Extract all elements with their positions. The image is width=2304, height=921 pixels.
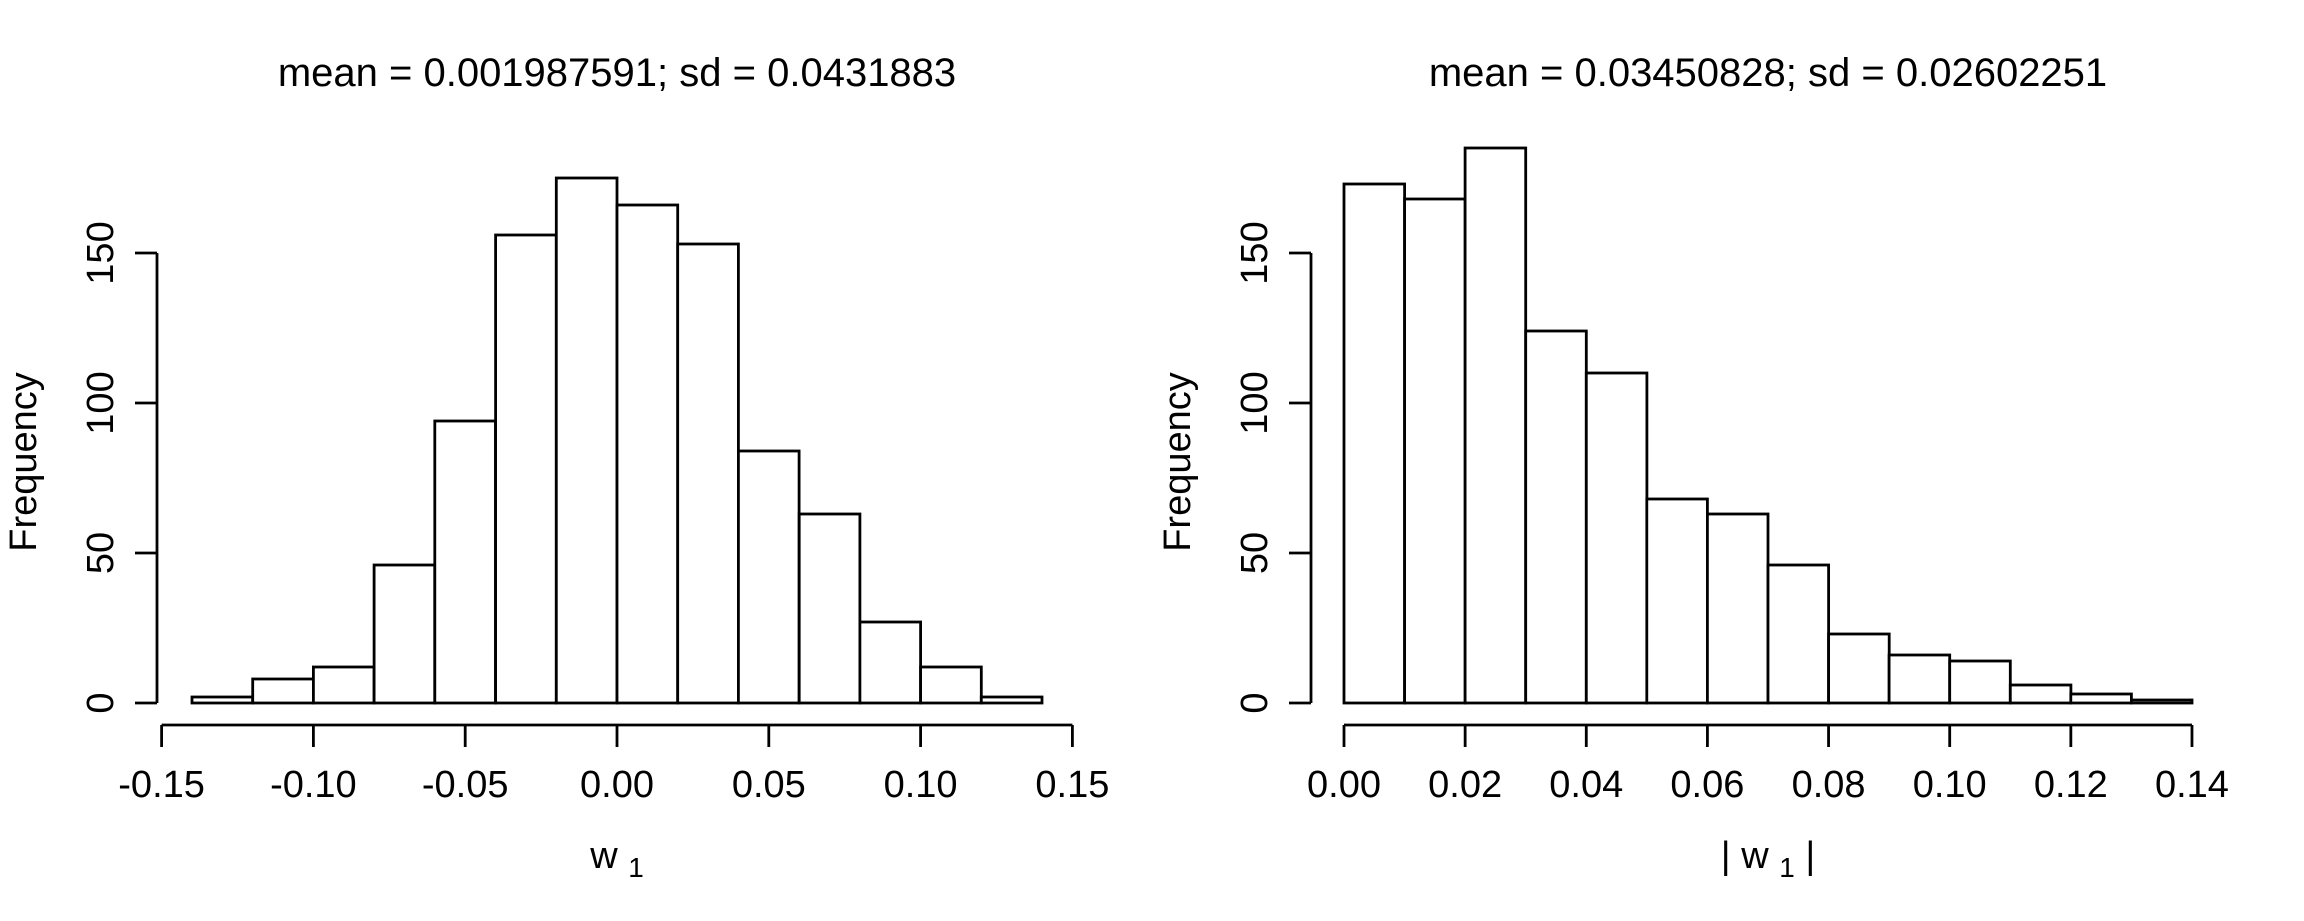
x-tick-label: 0.04 bbox=[1549, 764, 1623, 806]
histogram-bar bbox=[1887, 653, 1952, 705]
x-tick-label: 0.00 bbox=[1307, 764, 1381, 806]
x-tick-label: 0.10 bbox=[884, 764, 958, 806]
histogram-bar bbox=[2069, 692, 2133, 705]
y-axis-title: Frequency bbox=[1157, 372, 1199, 552]
histogram-bar bbox=[919, 665, 983, 705]
plot-title: mean = 0.001987591; sd = 0.0431883 bbox=[278, 51, 956, 95]
x-tick-label: -0.05 bbox=[422, 764, 509, 806]
histogram-bar bbox=[1827, 632, 1891, 705]
x-axis-title: w 1 bbox=[589, 835, 644, 883]
x-tick-label: -0.15 bbox=[118, 764, 205, 806]
histogram-bar bbox=[372, 563, 437, 705]
plot-area: 0 50 100 150 0.00 0.02 0.04 0.06 0.08 0.10 0.12 0.1… bbox=[1234, 146, 2229, 806]
y-tick-label: 100 bbox=[1234, 371, 1276, 434]
y-tick-label: 50 bbox=[80, 532, 122, 574]
y-tick-label: 150 bbox=[1234, 221, 1276, 284]
x-tick-label: 0.15 bbox=[1035, 764, 1109, 806]
y-tick-label: 0 bbox=[1234, 692, 1276, 713]
histogram-bar bbox=[1706, 512, 1770, 705]
y-axis-title: Frequency bbox=[3, 372, 45, 552]
histogram-bar bbox=[797, 512, 862, 705]
histogram-bar bbox=[1463, 146, 1528, 705]
x-tick-label: 0.00 bbox=[580, 764, 654, 806]
x-tick-label: 0.06 bbox=[1670, 764, 1744, 806]
x-tick-label: 0.14 bbox=[2155, 764, 2229, 806]
x-axis-title-sub: 1 bbox=[1779, 852, 1795, 883]
histogram-bar bbox=[2008, 683, 2073, 705]
histogram-bar bbox=[433, 419, 497, 705]
y-tick-label: 50 bbox=[1234, 532, 1276, 574]
x-tick-label: 0.05 bbox=[732, 764, 806, 806]
x-tick-label: 0.02 bbox=[1428, 764, 1502, 806]
histogram-bar bbox=[737, 449, 801, 705]
x-tick-label: -0.10 bbox=[270, 764, 357, 806]
histogram-bar bbox=[1403, 197, 1467, 705]
histogram-bar bbox=[1766, 563, 1830, 705]
x-axis-title: | w 1 | bbox=[1721, 835, 1815, 886]
histogram-bar bbox=[494, 233, 558, 705]
histogram-bar bbox=[1584, 371, 1649, 705]
histogram-bar bbox=[615, 203, 680, 705]
histogram-bar bbox=[311, 665, 376, 705]
x-tick-label: 0.12 bbox=[2034, 764, 2108, 806]
x-axis-title-post: | bbox=[1805, 835, 1815, 877]
histogram-bar bbox=[1342, 182, 1406, 705]
histogram-bar bbox=[676, 242, 740, 705]
histogram-bar bbox=[1524, 329, 1588, 705]
histogram-panel-right: mean = 0.03450828; sd = 0.02602251 Frequ… bbox=[1157, 51, 2229, 886]
x-axis-title-base: w bbox=[1740, 835, 1769, 877]
histogram-bar bbox=[190, 695, 255, 705]
x-axis-title-base: w bbox=[589, 835, 618, 877]
histogram-bar bbox=[1645, 497, 1709, 705]
histogram-panel-left: mean = 0.001987591; sd = 0.0431883 Frequ… bbox=[3, 51, 1109, 883]
x-tick-label: 0.08 bbox=[1792, 764, 1866, 806]
y-tick-label: 100 bbox=[80, 371, 122, 434]
x-tick-label: 0.10 bbox=[1913, 764, 1987, 806]
plot-area: 0 50 100 150 -0.15 -0.10 -0.05 0.00 0.05 0.10 0.15 bbox=[80, 176, 1109, 806]
histogram-bar bbox=[979, 695, 1044, 705]
x-axis-title-pre: | bbox=[1721, 835, 1731, 877]
x-axis-title-sub: 1 bbox=[628, 852, 644, 883]
y-tick-label: 0 bbox=[80, 692, 122, 713]
histogram-bar bbox=[554, 176, 619, 705]
histogram-bar bbox=[251, 677, 315, 705]
y-tick-label: 150 bbox=[80, 221, 122, 284]
plot-title: mean = 0.03450828; sd = 0.02602251 bbox=[1429, 51, 2107, 95]
histogram-bar bbox=[2129, 698, 2194, 705]
histogram-bar bbox=[1948, 659, 2012, 705]
histogram-bar bbox=[858, 620, 923, 705]
